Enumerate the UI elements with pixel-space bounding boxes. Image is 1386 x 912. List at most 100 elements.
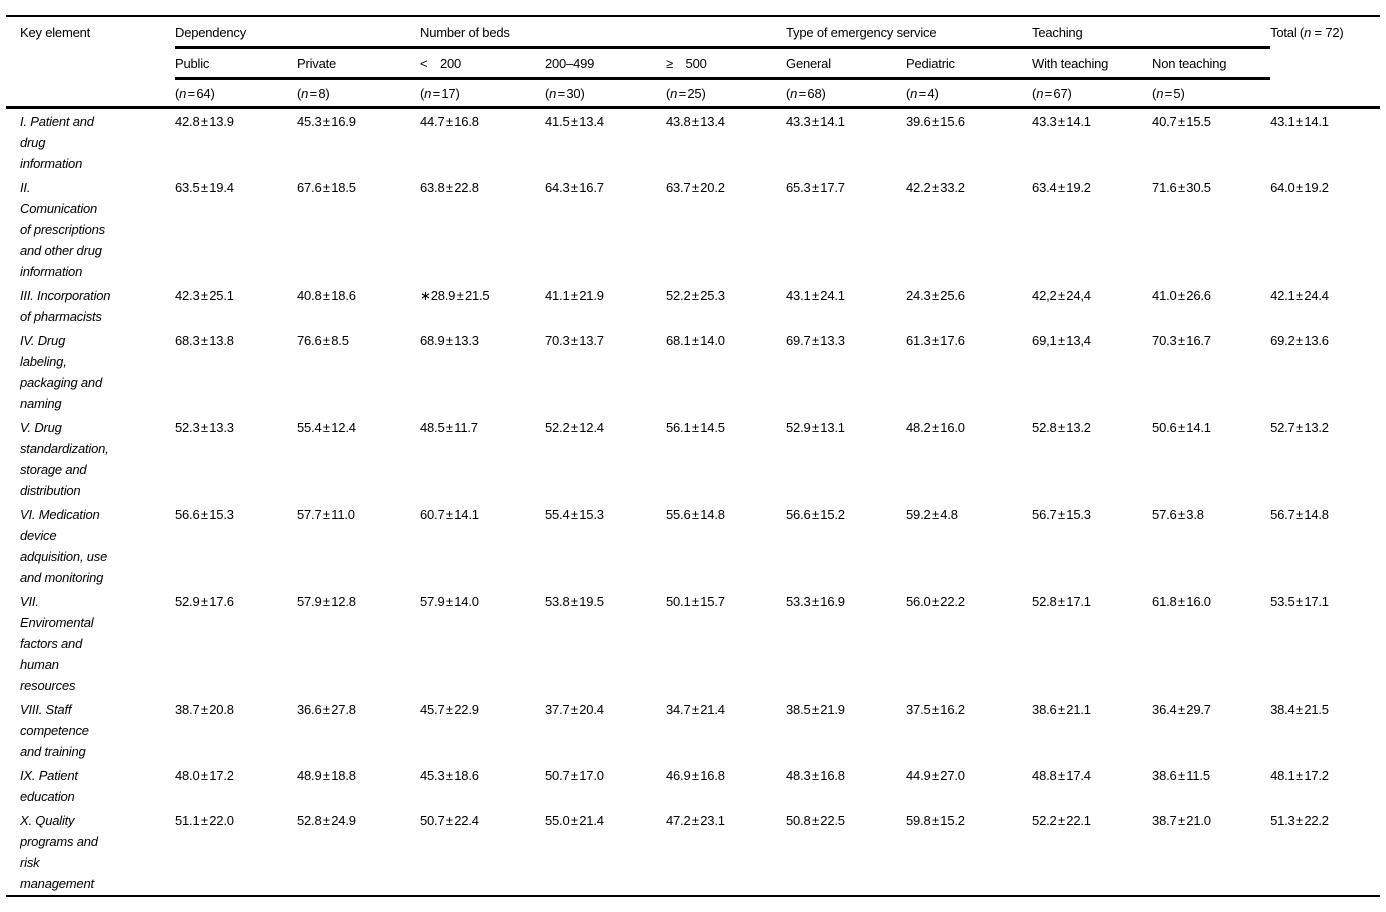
value-cell: 70.3 ± 13.7 [545,333,604,348]
table-row: V. Drug standardization, storage and dis… [6,415,1380,502]
subheader-cell: Private [297,47,420,80]
value-cell: 51.1 ± 22.0 [175,813,234,828]
subheader-cell: With teaching [1032,47,1153,80]
value-cell: 45.7 ± 22.9 [420,702,479,717]
row-label: VIII. Staff competence and training [20,702,89,759]
subheader-row: Public Private < 200 200–499 ≥ 500 General Ped… [6,47,1380,80]
value-cell: 42,2 ± 24,4 [1032,288,1091,303]
value-cell: 52.9 ± 13.1 [786,420,845,435]
value-cell: 47.2 ± 23.1 [666,813,725,828]
value-cell: 46.9 ± 16.8 [666,768,725,783]
value-cell: 57.9 ± 14.0 [420,594,479,609]
value-cell: 52.8 ± 13.2 [1032,420,1091,435]
count-cell: (n = 8) [297,78,420,109]
results-table: Key element Dependency Number of beds Ty… [6,15,1381,897]
count-cell: (n = 4) [906,78,1033,109]
value-cell: 50.7 ± 22.4 [420,813,479,828]
value-cell: 48.8 ± 17.4 [1032,768,1091,783]
value-cell: 36.4 ± 29.7 [1152,702,1211,717]
row-label: IV. Drug labeling, packaging and naming [20,333,102,411]
row-label: III. Incorporation of pharmacists [20,288,111,324]
value-cell: 38.5 ± 21.9 [786,702,845,717]
value-cell: 48.2 ± 16.0 [906,420,965,435]
value-cell: 56.6 ± 15.3 [175,507,234,522]
value-cell: 52.7 ± 13.2 [1270,420,1329,435]
value-cell: 52.2 ± 12.4 [545,420,604,435]
value-cell: 34.7 ± 21.4 [666,702,725,717]
value-cell: 44.9 ± 27.0 [906,768,965,783]
counts-row: (n = 64) (n = 8) (n = 17) (n = 30) (n = 25)(… [6,78,1380,109]
value-cell: 52.3 ± 13.3 [175,420,234,435]
corner-header-key-element: Key element [6,16,175,109]
row-label: II. Comunication of prescriptions and ot… [20,180,105,279]
subheader-cell: Public [175,47,297,80]
value-cell: 39.6 ± 15.6 [906,114,965,129]
value-cell: 57.9 ± 12.8 [297,594,356,609]
value-cell: 24.3 ± 25.6 [906,288,965,303]
value-cell: 48.1 ± 17.2 [1270,768,1329,783]
value-cell: 55.0 ± 21.4 [545,813,604,828]
table-row: IV. Drug labeling, packaging and naming 6… [6,328,1380,415]
count-cell: (n = 30) [545,78,666,109]
subheader-cell: 200–499 [545,47,666,80]
value-cell: 41.0 ± 26.6 [1152,288,1211,303]
value-cell: 56.6 ± 15.2 [786,507,845,522]
value-cell: 57.7 ± 11.0 [297,507,355,522]
value-cell: 53.5 ± 17.1 [1270,594,1329,609]
value-cell: 41.5 ± 13.4 [545,114,604,129]
value-cell: 52.2 ± 25.3 [666,288,725,303]
value-cell: 38.6 ± 21.1 [1032,702,1091,717]
value-cell: 43.3 ± 14.1 [1032,114,1091,129]
count-cell: (n = 17) [420,78,545,109]
table-row: III. Incorporation of pharmacists 42.3 ± … [6,283,1380,328]
value-cell: 36.6 ± 27.8 [297,702,356,717]
value-cell: 63.8 ± 22.8 [420,180,479,195]
value-cell: 55.4 ± 15.3 [545,507,604,522]
value-cell: 37.5 ± 16.2 [906,702,965,717]
value-cell: 52.8 ± 17.1 [1032,594,1091,609]
count-cell: (n = 68) [786,78,907,109]
value-cell: 53.3 ± 16.9 [786,594,845,609]
value-cell: 51.3 ± 22.2 [1270,813,1329,828]
table-row: IX. Patient education 48.0 ± 17.2 48.9 ± 1… [6,763,1380,808]
value-cell: 59.8 ± 15.2 [906,813,965,828]
row-label: V. Drug standardization, storage and dis… [20,420,109,498]
table-row: I. Patient and drug information 42.8 ± 13… [6,108,1380,176]
value-cell: 57.6 ± 3.8 [1152,507,1204,522]
value-cell: 40.8 ± 18.6 [297,288,356,303]
value-cell: 56.7 ± 15.3 [1032,507,1091,522]
table-header: Key element Dependency Number of beds Ty… [6,16,1381,109]
value-cell: 71.6 ± 30.5 [1152,180,1211,195]
group-header-row: Key element Dependency Number of beds Ty… [6,16,1381,109]
value-cell: 56.0 ± 22.2 [906,594,965,609]
value-cell: 37.7 ± 20.4 [545,702,604,717]
value-cell: 43.3 ± 14.1 [786,114,845,129]
value-cell: 38.7 ± 20.8 [175,702,234,717]
value-cell: 67.6 ± 18.5 [297,180,356,195]
value-cell: 38.4 ± 21.5 [1270,702,1329,717]
count-cell: (n = 25) [666,78,787,109]
value-cell: 70.3 ± 16.7 [1152,333,1211,348]
value-cell: ∗28.9 ± 21.5 [420,288,490,303]
subheader-cell: < 200 [420,47,545,80]
value-cell: 69,1 ± 13,4 [1032,333,1091,348]
value-cell: 45.3 ± 18.6 [420,768,479,783]
count-cell: (n = 67) [1032,78,1153,109]
group-header-teaching: Teaching [1032,16,1271,49]
value-cell: 42.3 ± 25.1 [175,288,234,303]
group-header-dependency: Dependency [175,16,420,49]
value-cell: 52.8 ± 24.9 [297,813,356,828]
value-cell: 48.5 ± 11.7 [420,420,478,435]
value-cell: 50.7 ± 17.0 [545,768,604,783]
value-cell: 38.6 ± 11.5 [1152,768,1210,783]
table-row: VI. Medication device adquisition, use a… [6,502,1380,589]
value-cell: 68.3 ± 13.8 [175,333,234,348]
value-cell: 48.0 ± 17.2 [175,768,234,783]
subheader-cell: Pediatric [906,47,1033,80]
row-label: IX. Patient education [20,768,78,804]
value-cell: 48.3 ± 16.8 [786,768,845,783]
value-cell: 48.9 ± 18.8 [297,768,356,783]
value-cell: 52.2 ± 22.1 [1032,813,1091,828]
count-cell: (n = 64) [175,78,297,109]
